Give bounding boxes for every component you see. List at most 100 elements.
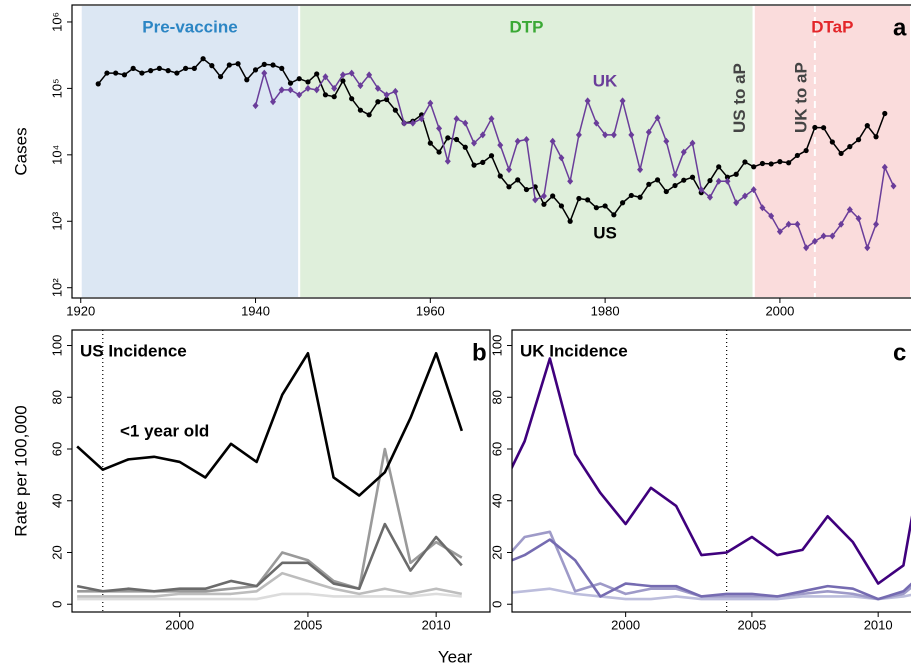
data-point [174, 70, 180, 76]
region [752, 5, 911, 298]
data-point [637, 194, 643, 200]
data-point [453, 136, 460, 143]
data-point [575, 131, 582, 139]
data-point [104, 70, 110, 76]
y-tick-label: 10⁴ [49, 145, 64, 165]
series-line [512, 587, 911, 601]
data-point [471, 139, 478, 147]
x-tick-label: 2010 [422, 617, 451, 632]
data-point [427, 99, 434, 107]
data-point [584, 97, 591, 105]
series-line [77, 592, 462, 601]
series-line [512, 538, 911, 601]
x-tick-label: 2000 [611, 617, 640, 632]
data-point [654, 114, 661, 122]
data-point [602, 131, 609, 139]
y-tick-label: 60 [489, 442, 504, 456]
data-point [698, 186, 705, 194]
reference-label: UK to aP [791, 62, 810, 133]
data-point [716, 164, 722, 170]
data-point [637, 166, 644, 174]
data-point [724, 174, 731, 180]
data-point [471, 162, 477, 168]
data-point [751, 164, 757, 170]
data-point [480, 159, 486, 165]
reference-label: US to aP [730, 63, 749, 133]
series-label: <1 year old [120, 421, 209, 440]
data-point [523, 186, 530, 193]
region [79, 5, 301, 298]
x-tick-label: 2005 [737, 617, 766, 632]
data-point [558, 203, 565, 209]
y-tick-label: 40 [49, 494, 64, 508]
data-point [384, 96, 390, 103]
data-point [374, 84, 381, 92]
y-tick-label: 80 [49, 390, 64, 404]
x-tick-label: 1940 [241, 303, 270, 318]
series-label: UK [593, 71, 618, 90]
data-point [715, 177, 722, 185]
data-point [855, 215, 862, 223]
data-point [785, 220, 792, 228]
data-point [890, 182, 897, 190]
data-point [322, 92, 329, 98]
data-point [156, 65, 162, 71]
data-point [252, 67, 259, 73]
series-line [77, 447, 463, 593]
data-point [349, 96, 355, 102]
data-point [672, 171, 679, 179]
y-tick-label: 100 [489, 335, 504, 357]
y-tick-label: 40 [489, 494, 504, 508]
data-point [453, 115, 460, 123]
data-point [576, 195, 582, 202]
data-point [235, 61, 241, 67]
plot-frame [71, 329, 491, 613]
data-point [523, 136, 530, 144]
data-point [497, 173, 503, 179]
data-point [619, 200, 626, 206]
data-point [165, 68, 171, 74]
data-point [689, 139, 696, 147]
data-point [759, 160, 766, 167]
data-point [314, 71, 320, 77]
data-point [200, 56, 206, 62]
y-tick-label: 0 [489, 601, 504, 608]
y-tick-label: 10⁶ [49, 12, 64, 32]
data-point [628, 192, 634, 199]
data-point [183, 65, 189, 71]
data-point [95, 81, 101, 87]
y-tick-label: 10² [49, 278, 64, 297]
region-label: DTP [509, 17, 543, 36]
plot-area [76, 330, 464, 612]
series-line [76, 522, 463, 593]
panel-title: UK Incidence [520, 341, 628, 360]
data-point [724, 177, 731, 185]
data-point [811, 237, 818, 245]
data-point [226, 62, 232, 68]
y-tick-label: 10⁵ [49, 78, 64, 98]
data-point [261, 69, 268, 77]
data-point [820, 232, 827, 240]
data-point [270, 62, 276, 68]
data-point [436, 124, 443, 132]
data-point [445, 135, 451, 141]
data-point [515, 177, 521, 183]
data-point [340, 78, 346, 84]
data-point [401, 119, 408, 127]
data-point [514, 137, 521, 145]
data-point [611, 212, 617, 218]
region [298, 5, 755, 298]
x-tick-label: 2010 [864, 617, 893, 632]
data-point [864, 244, 871, 252]
data-point [663, 137, 670, 145]
x-axis-label: Year [438, 647, 473, 666]
data-point [270, 98, 277, 106]
data-point [672, 182, 678, 189]
data-point [776, 228, 783, 236]
data-point [585, 197, 591, 203]
data-point [148, 68, 154, 74]
data-point [733, 199, 740, 207]
data-point [846, 206, 853, 214]
data-point [619, 97, 626, 105]
